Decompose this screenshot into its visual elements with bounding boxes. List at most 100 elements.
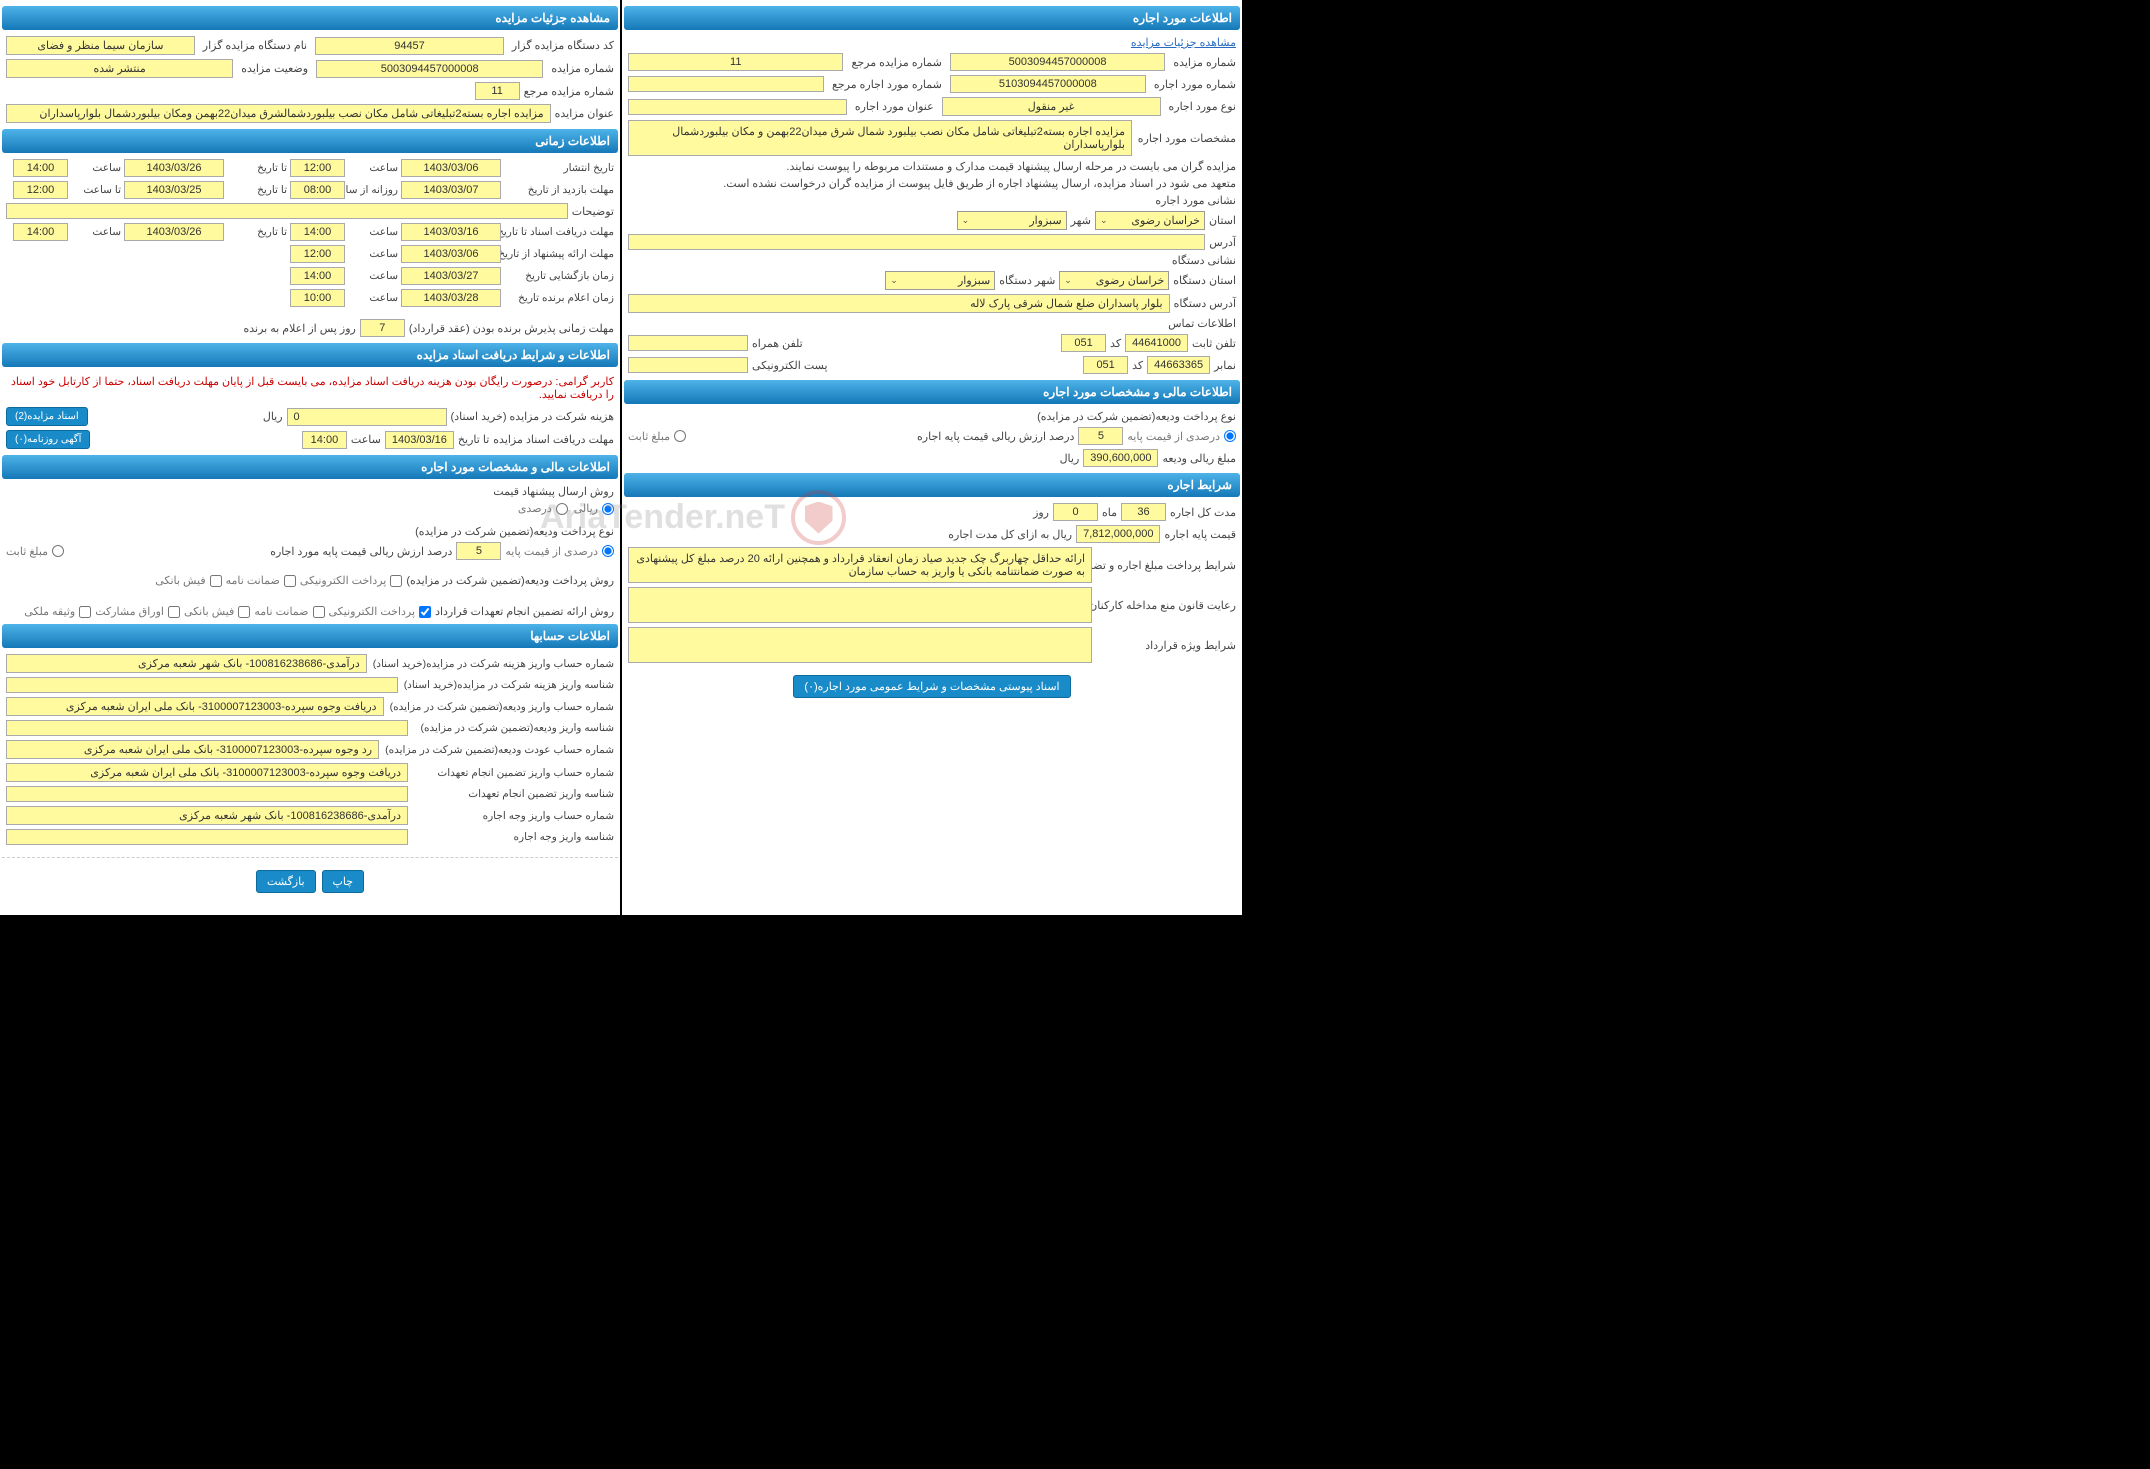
lbl-status: وضعیت مزایده (241, 62, 308, 75)
chk-g-fish[interactable]: فیش بانکی (184, 605, 250, 618)
percent-suffix-r: درصد ارزش ریالی قیمت پایه مورد اجاره (270, 545, 452, 558)
val-percent-r: 5 (456, 542, 501, 560)
val-doc-deadline2-h: 14:00 (302, 431, 347, 449)
val-winner-h: 10:00 (290, 289, 345, 307)
radio-percent-r[interactable]: درصدی از قیمت پایه (505, 545, 614, 558)
header-terms: شرایط اجاره (624, 473, 1240, 497)
lbl-spec: مشخصات مورد اجاره (1136, 132, 1236, 145)
select-org-province[interactable]: خراسان رضوی⌄ (1059, 271, 1169, 290)
pay-terms-lbl: شرایط پرداخت مبلغ اجاره و تضامین آن (1096, 559, 1236, 572)
rial-l1: ریال (1060, 452, 1080, 465)
chk-g-oragh[interactable]: اوراق مشارکت (95, 605, 180, 618)
lbl-email: پست الکترونیکی (752, 359, 828, 372)
val-duration-d: 0 (1053, 503, 1098, 521)
val-doc-to: 1403/03/16 (401, 223, 501, 241)
lbl-h1: ساعت (348, 162, 398, 174)
lbl-visit: مهلت بازدید از تاریخ (504, 184, 614, 196)
rial1: ریال (263, 410, 283, 423)
lbl-h4: ساعت (71, 226, 121, 238)
chk-g-vasighe[interactable]: وثیقه ملکی (24, 605, 91, 618)
btn-print[interactable]: چاپ (322, 870, 365, 893)
guarantee-lbl: روش ارائه تضمین انجام تعهدات قرارداد (435, 605, 614, 618)
btn-newspaper[interactable]: آگهی روزنامه(٠) (6, 430, 90, 449)
val-fax: 44663365 (1147, 356, 1210, 374)
acc2-lbl: شناسه واریز هزینه شرکت در مزایده(خرید اس… (404, 679, 614, 691)
special-lbl: شرایط ویژه قرارداد (1096, 639, 1236, 652)
val-ref-no-l: 11 (628, 53, 843, 71)
val-org-address: بلوار پاسداران ضلع شمال شرقی پارک لاله (628, 294, 1170, 313)
btn-auction-docs[interactable]: اسناد مزایده(2) (6, 407, 88, 426)
val-percent-l: 5 (1078, 427, 1123, 445)
chevron-down-icon: ⌄ (1100, 215, 1108, 226)
lbl-doc-deadline: مهلت دریافت اسناد تا تاریخ (504, 226, 614, 238)
lbl-publish: تاریخ انتشار (504, 162, 614, 174)
lbl-fax: نمابر (1214, 359, 1236, 372)
val-publish-to: 1403/03/26 (124, 159, 224, 177)
lbl-code2: کد (1132, 359, 1143, 372)
duration-lbl: مدت کل اجاره (1170, 506, 1236, 519)
btn-attachments[interactable]: اسناد پیوستی مشخصات و شرایط عمومی مورد ا… (793, 675, 1070, 698)
chk-pay-zaman[interactable]: ضمانت نامه (226, 574, 296, 587)
radio-darsadi[interactable]: درصدی (518, 502, 568, 515)
deposit-amt-lbl: مبلغ ریالی ودیعه (1162, 452, 1236, 465)
val-address (628, 234, 1205, 250)
law-lbl: رعایت قانون منع مداخله کارکنان دولت (1096, 599, 1236, 612)
val-deposit-amt: 390,600,000 (1083, 449, 1158, 467)
fee-lbl: هزینه شرکت در مزایده (خرید اسناد) (451, 410, 614, 423)
radio-fixed-l[interactable]: مبلغ ثابت (628, 430, 686, 443)
val-special (628, 627, 1092, 663)
chk-g-elec[interactable]: پرداخت الکترونیکی (329, 605, 432, 618)
val-offer-from-h: 12:00 (290, 245, 345, 263)
lbl-h6: ساعت (348, 270, 398, 282)
accept-suffix: روز پس از اعلام به برنده (243, 322, 355, 335)
chevron-down-icon: ⌄ (890, 275, 898, 286)
val-code2: 051 (1083, 356, 1128, 374)
radio-percent-l[interactable]: درصدی از قیمت پایه (1127, 430, 1236, 443)
val-doc-deadline2: 1403/03/16 (385, 431, 454, 449)
val-auction-no: 5003094457000008 (316, 60, 543, 78)
lbl-rent-ref: شماره مورد اجاره مرجع (832, 78, 942, 91)
chk-pay-elec[interactable]: پرداخت الکترونیکی (300, 574, 403, 587)
btn-back[interactable]: بازگشت (256, 870, 316, 893)
select-city[interactable]: سبزوار⌄ (957, 211, 1067, 230)
lbl-ref-no-l: شماره مزایده مرجع (851, 56, 941, 69)
val-visit-from-h: 08:00 (290, 181, 345, 199)
val-acc6: دریافت وجوه سپرده-3100007123003- بانک مل… (6, 763, 408, 782)
lbl-to2: تا تاریخ (227, 184, 287, 196)
acc3-lbl: شماره حساب واریز ودیعه(تضمین شرکت در مزا… (390, 701, 614, 713)
lbl-to3: تا تاریخ (227, 226, 287, 238)
chk-pay-fish[interactable]: فیش بانکی (155, 574, 221, 587)
lbl-h2: ساعت (71, 162, 121, 174)
val-doc-to2-h: 14:00 (13, 223, 68, 241)
val-ref-no: 11 (475, 82, 520, 100)
lbl-rent-no: شماره مورد اجاره (1154, 78, 1236, 91)
val-type: غیر منقول (942, 97, 1161, 116)
link-view-details[interactable]: مشاهده جزئیات مزایده (1131, 36, 1236, 49)
lbl-address: آدرس (1209, 236, 1236, 249)
radio-riali[interactable]: ریالی (574, 502, 614, 515)
deposit-type-lbl: نوع پرداخت ودیعه(تضمین شرکت در مزایده) (415, 525, 614, 538)
val-notes (6, 203, 568, 219)
header-auction-details: مشاهده جزئیات مزایده (2, 6, 618, 30)
val-acc4 (6, 720, 408, 736)
val-title-rent (628, 99, 847, 115)
lbl-org-address: آدرس دستگاه (1174, 297, 1236, 310)
select-province[interactable]: خراسان رضوی⌄ (1095, 211, 1205, 230)
select-org-city[interactable]: سبزوار⌄ (885, 271, 995, 290)
acc8-lbl: شماره حساب واریز وجه اجاره (414, 810, 614, 822)
val-acc1: درآمدی-100816238686- بانک شهر شعبه مرکزی (6, 654, 367, 673)
deposit-type2-lbl: نوع پرداخت ودیعه(تضمین شرکت در مزایده) (1037, 410, 1236, 423)
val-auction-no-l: 5003094457000008 (950, 53, 1165, 71)
val-email (628, 357, 748, 373)
chevron-down-icon: ⌄ (962, 215, 970, 226)
val-acc8: درآمدی-100816238686- بانک شهر شعبه مرکزی (6, 806, 408, 825)
header-docs-terms: اطلاعات و شرایط دریافت اسناد مزایده (2, 343, 618, 367)
day-lbl: روز (1033, 506, 1049, 519)
lbl-h7: ساعت (348, 292, 398, 304)
lbl-daily: روزانه از ساعت (348, 184, 398, 196)
lbl-title: عنوان مزایده (555, 107, 614, 120)
radio-fixed-r[interactable]: مبلغ ثابت (6, 545, 64, 558)
header-finance-r: اطلاعات مالی و مشخصات مورد اجاره (2, 455, 618, 479)
base-price-lbl: قیمت پایه اجاره (1164, 528, 1236, 541)
chk-g-zaman[interactable]: ضمانت نامه (254, 605, 324, 618)
